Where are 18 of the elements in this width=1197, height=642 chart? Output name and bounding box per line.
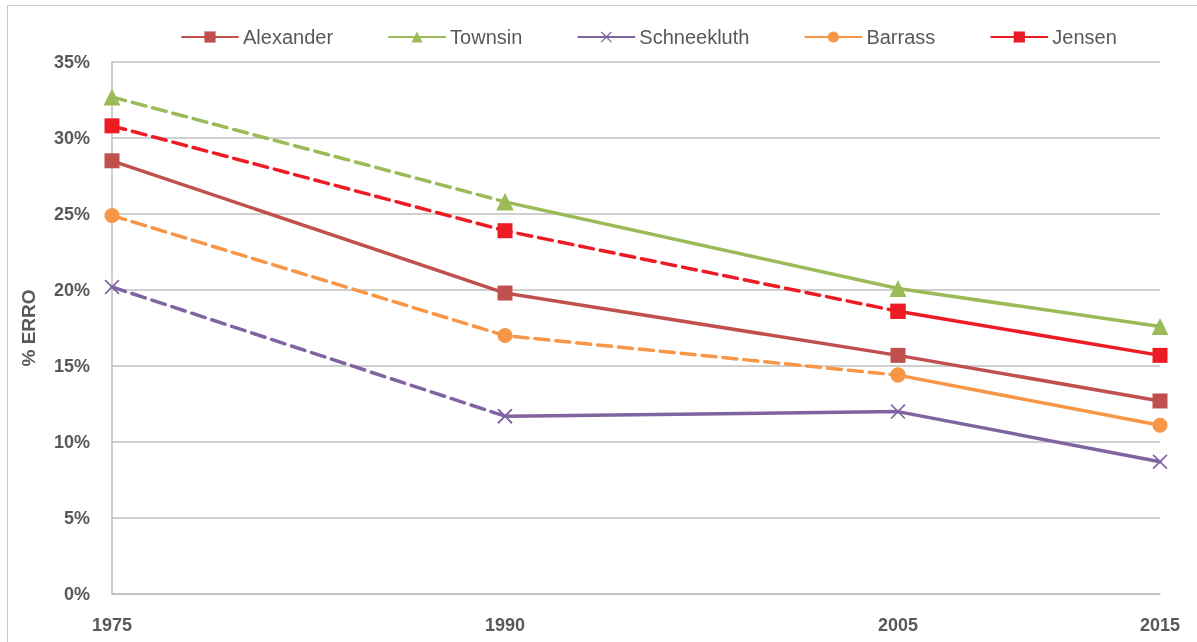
legend-label: Jensen	[1052, 26, 1117, 48]
x-tick-label: 2005	[877, 615, 919, 635]
legend-label: Barrass	[866, 26, 936, 48]
legend-label: Townsin	[450, 26, 523, 48]
y-tick-label: 5%	[63, 508, 90, 528]
y-tick-label: 25%	[53, 204, 90, 224]
y-tick-label: 20%	[53, 280, 90, 300]
x-tick-label: 2015	[1139, 615, 1181, 635]
y-tick-label: 30%	[53, 128, 90, 148]
y-tick-label: 15%	[53, 356, 90, 376]
y-axis-title: % ERRO	[18, 289, 39, 367]
x-tick-label: 1990	[484, 615, 526, 635]
y-tick-label: 0%	[63, 584, 90, 604]
legend-label: Alexander	[243, 26, 334, 48]
legend-label: Schneekluth	[639, 26, 750, 48]
y-tick-label: 35%	[53, 52, 90, 72]
y-tick-label: 10%	[53, 432, 90, 452]
x-tick-label: 1975	[91, 615, 133, 635]
